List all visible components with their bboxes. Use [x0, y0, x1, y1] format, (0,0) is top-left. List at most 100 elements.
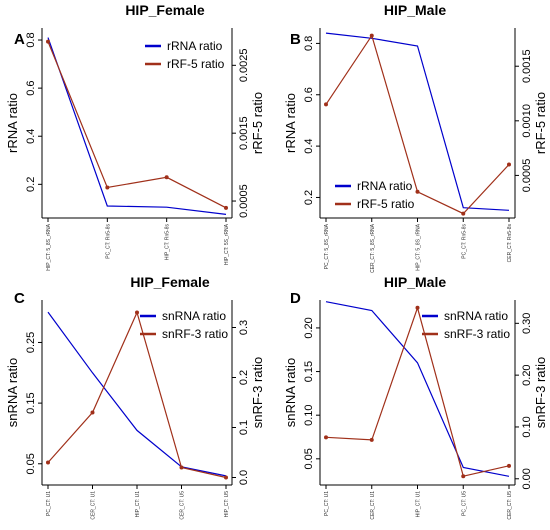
left-tick-label: 0.2 [303, 190, 315, 205]
x-tick-label: PC_CT: Rn5-8s [461, 224, 467, 259]
right-tick-label: 0.2 [238, 370, 250, 385]
series-point [415, 305, 420, 310]
right-tick-label: 0.20 [521, 364, 533, 385]
panel-label: C [14, 290, 25, 307]
chart-title: HIP_Female [125, 2, 205, 18]
panel-label: A [14, 31, 25, 48]
x-tick-label: HIP_CT: Rn5-8s [165, 224, 171, 261]
panel-label: B [290, 31, 301, 48]
right-tick-label: 0.0 [238, 470, 250, 485]
y-axis-label-right: snRF-3 ratio [250, 357, 265, 429]
right-tick-label: 0.0025 [238, 48, 250, 82]
series-point [224, 475, 228, 480]
left-tick-label: 0.05 [303, 448, 315, 469]
series-point [369, 33, 374, 38]
left-tick-label: 0.20 [303, 317, 315, 338]
left-tick-label: 0.05 [25, 453, 37, 474]
series-line-secondary [47, 41, 227, 209]
right-tick-label: 0.10 [521, 416, 533, 437]
legend-label: rRNA ratio [357, 179, 413, 193]
x-tick-label: CER_CT: U5 [180, 491, 186, 520]
series-point [179, 465, 184, 470]
series-point [324, 102, 328, 107]
x-tick-label: HIP_CT: 5_8S_rRNA [46, 223, 52, 270]
panel-c: C HIP_Female 0.05 0.15 0.25 0.0 0.1 0.2 0.3 snRNA… [5, 274, 265, 520]
series-point [324, 435, 328, 440]
series-point [224, 205, 228, 210]
right-tick-label: 0.0010 [521, 104, 533, 138]
series-line-secondary [325, 34, 510, 215]
series-line-primary [47, 37, 227, 215]
right-tick-label: 0.00 [521, 468, 533, 489]
series-point [461, 474, 466, 479]
series-point [164, 175, 169, 180]
panel-d: D HIP_Male 0.05 0.10 0.15 0.20 0.00 0.10 0.20 0.3… [283, 274, 548, 520]
left-tick-label: 0.4 [303, 138, 315, 153]
right-tick-label: 0.0005 [521, 159, 533, 193]
x-tick-label: HIP_CT: U5 [224, 491, 230, 518]
chart-title: HIP_Male [384, 2, 446, 18]
x-tick-label: CER_CT: Rn5-8s [507, 224, 513, 263]
chart-title: HIP_Female [130, 274, 210, 290]
x-tick-label: HIP_CT: 5_8S_rRNA [416, 223, 422, 270]
right-tick-label: 0.0005 [238, 184, 250, 218]
panel-b: BHIP_Male0.20.40.60.80.00050.00100.0015r… [283, 2, 548, 273]
series-point [461, 211, 466, 216]
legend-label: snRF-3 ratio [444, 327, 510, 341]
series-point [105, 185, 110, 190]
y-axis-label-right: rRF-5 ratio [533, 92, 548, 154]
right-tick-label: 0.30 [521, 313, 533, 334]
chart-title: HIP_Male [384, 274, 446, 290]
x-tick-label: CER_CT: U1 [91, 491, 97, 520]
series-point [507, 463, 511, 468]
series-point [90, 410, 95, 415]
y-axis-label-right: rRF-5 ratio [250, 92, 265, 154]
x-tick-label: PC_CT: U1 [324, 491, 330, 516]
right-tick-label: 0.1 [238, 420, 250, 435]
x-tick-label: HIP_CT: U1 [416, 491, 422, 518]
x-tick-label: CER_CT: U5 [507, 491, 513, 520]
left-tick-label: 0.8 [25, 32, 37, 47]
panel-a: A HIP_Female 0.2 0.4 0.6 0.8 0.0005 0.0015 0.002… [5, 2, 265, 271]
right-tick-label: 0.0015 [238, 116, 250, 150]
left-tick-label: 0.15 [303, 361, 315, 382]
x-tick-label: HIP_CT: U1 [135, 491, 141, 518]
legend-label: rRF-5 ratio [167, 57, 225, 71]
left-tick-label: 0.6 [25, 80, 37, 95]
left-tick-label: 0.6 [303, 87, 315, 102]
x-tick-label: CER_CT: U1 [370, 491, 376, 520]
x-tick-label: PC_CT: 5_8S_rRNA [324, 223, 330, 269]
legend-label: snRNA ratio [162, 309, 226, 323]
y-axis-label-right: snRF-3 ratio [533, 357, 548, 429]
left-tick-label: 0.15 [25, 392, 37, 413]
series-line-primary [47, 311, 227, 477]
x-tick-label: PC_CT: U5 [461, 491, 467, 516]
series-point [415, 189, 420, 194]
x-tick-label: PC_CT: Rn5-8s [105, 224, 111, 259]
series-point [507, 162, 511, 167]
series-point [135, 310, 139, 315]
series-line-primary [325, 32, 510, 211]
legend-label: snRF-3 ratio [162, 327, 228, 341]
series-line-primary [325, 301, 510, 477]
series-point [46, 460, 50, 465]
left-tick-label: 0.4 [25, 129, 37, 144]
left-tick-label: 0.25 [25, 332, 37, 353]
right-tick-label: 0.3 [238, 320, 250, 335]
legend-label: rRF-5 ratio [357, 197, 415, 211]
left-tick-label: 0.10 [303, 404, 315, 425]
series-point [46, 39, 50, 44]
x-tick-label: HIP_CT: 5S_rRNA [224, 223, 230, 265]
y-axis-label-left: rRNA ratio [5, 93, 20, 153]
series-point [369, 437, 374, 442]
x-tick-label: PC_CT: U1 [46, 491, 52, 516]
x-tick-label: CER_CT: 5_8S_rRNA [370, 223, 376, 273]
left-tick-label: 0.2 [25, 177, 37, 192]
left-tick-label: 0.8 [303, 36, 315, 51]
y-axis-label-left: snRNA ratio [5, 358, 20, 427]
legend-label: snRNA ratio [444, 309, 508, 323]
y-axis-label-left: snRNA ratio [283, 358, 298, 427]
panel-label: D [290, 290, 301, 307]
right-tick-label: 0.0015 [521, 49, 533, 83]
